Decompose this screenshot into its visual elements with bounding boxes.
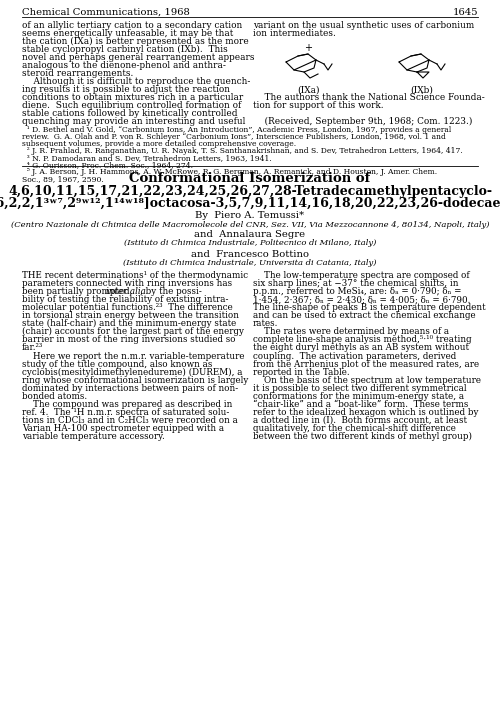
Text: molecular potential functions.²³  The difference: molecular potential functions.²³ The dif… [22, 303, 233, 312]
Text: in torsional strain energy between the transition: in torsional strain energy between the t… [22, 311, 239, 321]
Text: stable cyclopropyl carbinyl cation (IXb).  This: stable cyclopropyl carbinyl cation (IXb)… [22, 45, 228, 54]
Text: barrier in most of the ring inversions studied so: barrier in most of the ring inversions s… [22, 336, 236, 344]
Text: variable temperature accessory.: variable temperature accessory. [22, 432, 165, 441]
Text: conditions to obtain mixtures rich in a particular: conditions to obtain mixtures rich in a … [22, 93, 243, 102]
Text: cyclobis(mesityldimethylenedureme) (DUREM), a: cyclobis(mesityldimethylenedureme) (DURE… [22, 367, 242, 377]
Text: coupling.  The activation parameters, derived: coupling. The activation parameters, der… [253, 352, 456, 360]
Text: subsequent volumes, provide a more detailed comprehensive coverage.: subsequent volumes, provide a more detai… [22, 140, 296, 148]
Text: (Centro Nazionale di Chimica delle Macromolecole del CNR, Sez. VII, Via Mezzocan: (Centro Nazionale di Chimica delle Macro… [11, 221, 489, 229]
Text: bility of testing the reliability of existing intra-: bility of testing the reliability of exi… [22, 295, 229, 304]
Text: (chair) accounts for the largest part of the energy: (chair) accounts for the largest part of… [22, 327, 244, 336]
Text: ³ N. P. Damodaran and S. Dev, Tetrahedron Letters, 1963, 1941.: ³ N. P. Damodaran and S. Dev, Tetrahedro… [22, 154, 272, 162]
Text: seems energetically unfeasable, it may be that: seems energetically unfeasable, it may b… [22, 29, 233, 38]
Text: By  Piero A. Temussi*: By Piero A. Temussi* [196, 211, 304, 220]
Text: from the Arrhenius plot of the measured rates, are: from the Arrhenius plot of the measured … [253, 360, 479, 368]
Text: THE recent determinations¹ of the thermodynamic: THE recent determinations¹ of the thermo… [22, 271, 248, 280]
Text: Conformational Isomerization of: Conformational Isomerization of [130, 172, 370, 185]
Text: rates.: rates. [253, 319, 278, 329]
Text: The compound was prepared as described in: The compound was prepared as described i… [22, 400, 233, 409]
Text: The authors thank the National Science Founda-: The authors thank the National Science F… [253, 93, 485, 102]
Text: ⁵ J. A. Berson, J. H. Hammons, A. W. McRowe, R. G. Bergman, A. Remanick, and D. : ⁵ J. A. Berson, J. H. Hammons, A. W. McR… [22, 168, 437, 176]
Text: and  Francesco Bottino: and Francesco Bottino [191, 250, 309, 259]
Text: p.p.m., referred to MeSi₄, are: δₐ = 0·790; δₙ =: p.p.m., referred to MeSi₄, are: δₐ = 0·7… [253, 287, 462, 296]
Text: The low-temperature spectra are composed of: The low-temperature spectra are composed… [253, 271, 470, 280]
Text: reported in the Table.: reported in the Table. [253, 367, 350, 377]
Text: ref. 4.  The ¹H n.m.r. spectra of saturated solu-: ref. 4. The ¹H n.m.r. spectra of saturat… [22, 408, 230, 417]
Text: (IXb): (IXb) [410, 86, 434, 95]
Text: between the two different kinds of methyl group): between the two different kinds of methy… [253, 432, 472, 441]
Text: ⁴ G. Ourisson, Proc. Chem. Soc., 1964, 274.: ⁴ G. Ourisson, Proc. Chem. Soc., 1964, 2… [22, 161, 193, 169]
Text: (IXa): (IXa) [298, 86, 320, 95]
Text: ring whose conformational isomerization is largely: ring whose conformational isomerization … [22, 375, 248, 385]
Text: Soc., 89, 1967, 2590.: Soc., 89, 1967, 2590. [22, 175, 104, 183]
Text: of an allylic tertiary cation to a secondary cation: of an allylic tertiary cation to a secon… [22, 21, 242, 30]
Text: (Received, September 9th, 1968; Com. 1223.): (Received, September 9th, 1968; Com. 122… [253, 117, 472, 126]
Text: On the basis of the spectrum at low temperature: On the basis of the spectrum at low temp… [253, 375, 481, 385]
Text: tion for support of this work.: tion for support of this work. [253, 101, 384, 110]
Text: analogous to the dienone-phenol and anthra-: analogous to the dienone-phenol and anth… [22, 61, 226, 70]
Text: Varian HA-100 spectrometer equipped with a: Varian HA-100 spectrometer equipped with… [22, 424, 224, 433]
Text: 1645: 1645 [452, 8, 478, 17]
Text: The line-shape of peaks B is temperature dependent: The line-shape of peaks B is temperature… [253, 303, 486, 312]
Text: a dotted line in (I).  Both forms account, at least: a dotted line in (I). Both forms account… [253, 416, 467, 425]
Text: Chemical Communications, 1968: Chemical Communications, 1968 [22, 8, 190, 17]
Text: it is possible to select two different symmetrical: it is possible to select two different s… [253, 383, 466, 393]
Text: tions in CDCl₃ and in C₂HCl₃ were recorded on a: tions in CDCl₃ and in C₂HCl₃ were record… [22, 416, 238, 425]
Text: inter alia: inter alia [106, 287, 146, 296]
Text: bonded atoms.: bonded atoms. [22, 392, 87, 401]
Text: (Istituto di Chimica Industriale, Universita di Catania, Italy): (Istituto di Chimica Industriale, Univer… [123, 259, 377, 267]
Text: variant on the usual synthetic uses of carbonium: variant on the usual synthetic uses of c… [253, 21, 474, 30]
Text: review.  G. A. Olah and P. von R. Schleyer “Carbonium Ions”, Interscience Publis: review. G. A. Olah and P. von R. Schleye… [22, 133, 446, 141]
Text: complete line-shape analysis method,⁵·¹⁰ treating: complete line-shape analysis method,⁵·¹⁰… [253, 336, 472, 344]
Text: the eight duryl methyls as an AB system without: the eight duryl methyls as an AB system … [253, 344, 469, 352]
Text: “chair-like” and a “boat-like” form.  These terms: “chair-like” and a “boat-like” form. The… [253, 400, 468, 409]
Text: The rates were determined by means of a: The rates were determined by means of a [253, 327, 449, 336]
Text: diene.  Such equilibrium controlled formation of: diene. Such equilibrium controlled forma… [22, 101, 241, 110]
Text: study of the title compound, also known as: study of the title compound, also known … [22, 360, 212, 368]
Text: +: + [304, 43, 312, 53]
Text: Although it is difficult to reproduce the quench-: Although it is difficult to reproduce th… [22, 77, 250, 86]
Text: Here we report the n.m.r. variable-temperature: Here we report the n.m.r. variable-tempe… [22, 352, 244, 360]
Text: parameters connected with ring inversions has: parameters connected with ring inversion… [22, 279, 232, 288]
Text: state (half-chair) and the minimum-energy state: state (half-chair) and the minimum-energ… [22, 319, 236, 329]
Text: and can be used to extract the chemical exchange: and can be used to extract the chemical … [253, 311, 476, 321]
Text: been partially prompted,: been partially prompted, [22, 287, 135, 296]
Text: and  Annalaura Segre: and Annalaura Segre [194, 230, 306, 239]
Text: far.²³: far.²³ [22, 344, 44, 352]
Text: novel and perhaps general rearrangement appears: novel and perhaps general rearrangement … [22, 53, 254, 62]
Text: the cation (IXa) is better represented as the more: the cation (IXa) is better represented a… [22, 37, 249, 46]
Text: 1·454, 2·367; δₙ = 2·430; δₙ = 4·005; δₙ = 6·790.: 1·454, 2·367; δₙ = 2·430; δₙ = 4·005; δₙ… [253, 295, 470, 304]
Text: 4,6,10,11,15,17,21,22,23,24,25,26,27,28-Tetradecamethylpentacyclo-: 4,6,10,11,15,17,21,22,23,24,25,26,27,28-… [8, 185, 492, 198]
Text: , by the possi-: , by the possi- [140, 287, 202, 296]
Text: dominated by interactions between pairs of non-: dominated by interactions between pairs … [22, 383, 238, 393]
Text: ² J. R. Prahlad, R. Ranganathan, U. R. Nayak, T. S. Santhanakrishnan, and S. Dev: ² J. R. Prahlad, R. Ranganathan, U. R. N… [22, 147, 463, 155]
Text: ¹ D. Bethel and V. Gold, “Carbonium Ions, An Introduction”, Academic Press, Lond: ¹ D. Bethel and V. Gold, “Carbonium Ions… [22, 126, 451, 134]
Text: stable cations followed by kinetically controlled: stable cations followed by kinetically c… [22, 109, 238, 118]
Text: six sharp lines; at −37° the chemical shifts, in: six sharp lines; at −37° the chemical sh… [253, 279, 458, 288]
Text: conformations for the minimum-energy state, a: conformations for the minimum-energy sta… [253, 392, 464, 401]
Text: (Istituto di Chimica Industriale, Politecnico di Milano, Italy): (Istituto di Chimica Industriale, Polite… [124, 239, 376, 247]
Text: ing results it is possible to adjust the reaction: ing results it is possible to adjust the… [22, 85, 230, 94]
Text: quenching may provide an interesting and useful: quenching may provide an interesting and… [22, 117, 246, 126]
Text: refer to the idealized hexagon which is outlined by: refer to the idealized hexagon which is … [253, 408, 478, 417]
Text: [16,2,2,1³ʷ⁷,2⁹ʷ¹²,1¹⁴ʷ¹⁸]octacosa-3,5,7,9,11,14,16,18,20,22,23,26-dodecaene: [16,2,2,1³ʷ⁷,2⁹ʷ¹²,1¹⁴ʷ¹⁸]octacosa-3,5,7… [0, 197, 500, 210]
Text: steroid rearrangements.: steroid rearrangements. [22, 69, 134, 78]
Text: qualitatively, for the chemical-shift difference: qualitatively, for the chemical-shift di… [253, 424, 456, 433]
Text: ion intermediates.: ion intermediates. [253, 29, 336, 38]
